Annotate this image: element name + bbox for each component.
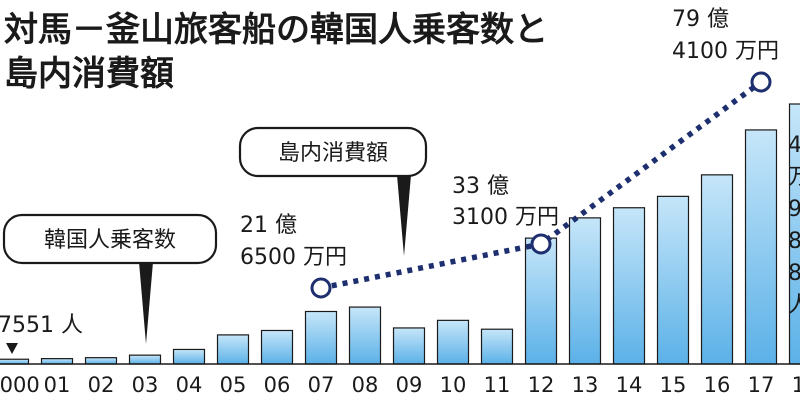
spend-label-07-line1: 21 億 xyxy=(240,213,297,238)
spend-point-17 xyxy=(750,71,772,93)
x-tick-label-18: 18 xyxy=(792,373,800,397)
spend-label-12-line1: 33 億 xyxy=(452,174,509,199)
last-bar-annotation-0: 4 xyxy=(788,133,800,158)
last-bar-annotation-1: 万 xyxy=(788,165,800,190)
bar-18 xyxy=(788,103,800,365)
annotations: 7551 人 4 万 9 8 8 人 xyxy=(0,133,800,354)
x-tick-label-16: 16 xyxy=(704,373,731,397)
spend-label-17-line2: 4100 万円 xyxy=(672,39,779,64)
spend-label-07-line2: 6500 万円 xyxy=(240,245,347,270)
bar-01 xyxy=(40,358,74,365)
x-tick-label-07: 07 xyxy=(308,373,335,397)
x-tick-label-12: 12 xyxy=(528,373,555,397)
bar-04 xyxy=(172,348,206,365)
callout-spending: 島内消費額 xyxy=(238,126,428,256)
chart-title-line-2: 島内消費額 xyxy=(4,54,174,94)
bar-11 xyxy=(480,328,514,365)
bar-12 xyxy=(524,237,558,365)
bar-07 xyxy=(304,310,338,365)
bar-06 xyxy=(260,329,294,365)
chart-title-line-1: 対馬－釜山旅客船の韓国人乗客数と xyxy=(4,10,548,50)
x-tick-label-11: 11 xyxy=(484,373,511,397)
x-tick-label-02: 02 xyxy=(88,373,115,397)
callout-spending-pointer xyxy=(397,175,411,256)
x-tick-labels: 200001 02 03 04 05 06 07 08 09 10 11 12 13 14 15 16 17 18 xyxy=(0,373,800,397)
x-tick-label-10: 10 xyxy=(440,373,467,397)
bar-13 xyxy=(568,217,602,365)
legend-callouts: 韓国人乗客数 島内消費額 xyxy=(2,126,428,344)
x-tick-label-15: 15 xyxy=(660,373,687,397)
spend-point-07 xyxy=(310,277,332,299)
x-tick-label-17: 17 xyxy=(748,373,775,397)
last-bar-annotation-4: 8 xyxy=(788,261,800,286)
x-tick-label-14: 14 xyxy=(616,373,643,397)
bar-16 xyxy=(700,174,734,365)
callout-passengers-pointer xyxy=(139,262,153,344)
line-series: 21 億 6500 万円 33 億 3100 万円 79 億 4100 万円 xyxy=(240,7,779,299)
x-tick-label-01: 01 xyxy=(44,373,71,397)
x-tick-label-05: 05 xyxy=(220,373,247,397)
x-tick-label-03: 03 xyxy=(132,373,159,397)
callout-spending-label: 島内消費額 xyxy=(278,141,388,166)
bar-series xyxy=(0,103,800,365)
bar-09 xyxy=(392,327,426,365)
last-bar-annotation-2: 9 xyxy=(788,197,800,222)
spend-label-12-line2: 3100 万円 xyxy=(452,205,559,230)
x-tick-label-08: 08 xyxy=(352,373,379,397)
x-tick-label-09: 09 xyxy=(396,373,423,397)
spend-point-12 xyxy=(530,233,552,255)
bar-15 xyxy=(656,195,690,365)
x-tick-label-13: 13 xyxy=(572,373,599,397)
bar-17 xyxy=(744,129,778,365)
x-tick-label-06: 06 xyxy=(264,373,291,397)
bar-02 xyxy=(84,357,118,365)
first-bar-marker-icon xyxy=(6,343,18,354)
bar-03 xyxy=(128,354,162,365)
first-bar-annotation: 7551 人 xyxy=(0,313,83,338)
callout-passengers-label: 韓国人乗客数 xyxy=(44,228,176,253)
bar-10 xyxy=(436,319,470,365)
x-tick-label-2000: 2000 xyxy=(0,373,40,397)
x-tick-label-04: 04 xyxy=(176,373,203,397)
bar-05 xyxy=(216,334,250,365)
bar-08 xyxy=(348,306,382,365)
callout-passengers: 韓国人乗客数 xyxy=(2,213,218,344)
bar-14 xyxy=(612,207,646,365)
last-bar-annotation-5: 人 xyxy=(788,293,800,318)
spend-label-17-line1: 79 億 xyxy=(672,7,729,32)
last-bar-annotation-3: 8 xyxy=(788,229,800,254)
